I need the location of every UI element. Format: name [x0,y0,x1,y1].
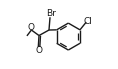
Text: Cl: Cl [84,17,92,26]
Text: O: O [28,23,35,32]
Text: O: O [35,46,42,55]
Text: Br: Br [46,9,56,18]
